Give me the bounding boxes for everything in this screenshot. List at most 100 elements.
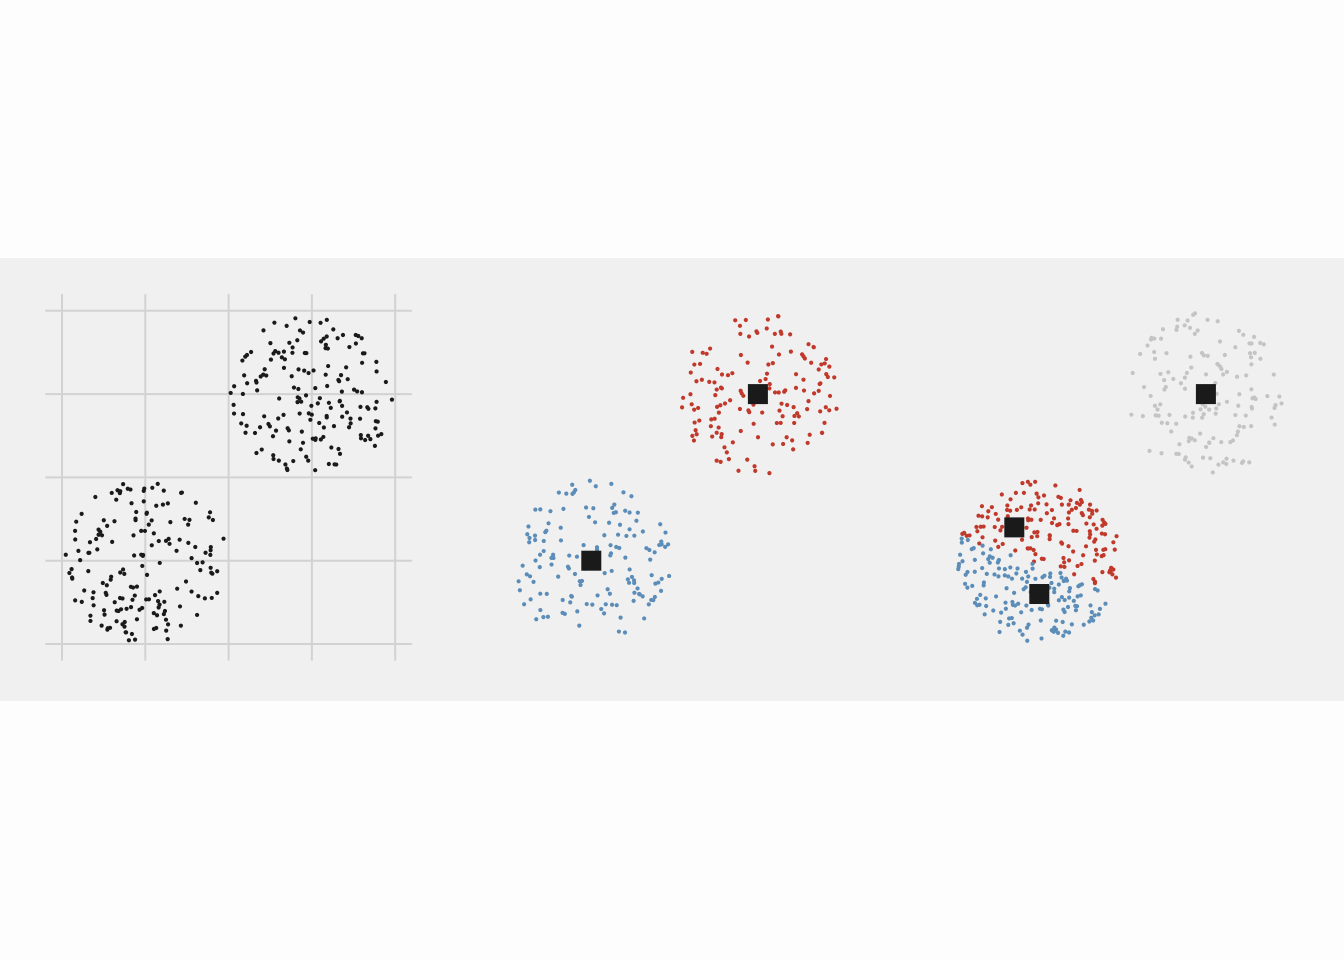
data-point [193,544,198,550]
data-point [146,597,152,602]
cluster-point [802,356,807,361]
cluster-point [1072,572,1077,577]
cluster-point [1258,356,1263,361]
data-point [109,490,114,496]
cluster-point [1035,534,1040,539]
cluster-point [520,563,525,568]
data-point [94,536,99,542]
cluster-point [1190,410,1196,415]
cluster-point [602,570,607,576]
cluster-point [784,435,789,440]
cluster-point [979,504,985,509]
data-point [358,436,364,441]
cluster-point [1216,462,1221,467]
cluster-point [688,392,693,397]
cluster-point [653,581,658,586]
data-point [372,443,378,448]
data-point [118,607,124,612]
data-point [326,461,331,467]
cluster-point [956,567,961,572]
data-point [277,396,282,401]
data-point [88,618,93,624]
cluster-point [647,547,652,553]
cluster-point [1008,565,1013,570]
data-point [324,415,329,420]
clustering-figure [0,258,1344,701]
data-point [340,332,346,338]
cluster-point [694,379,699,384]
data-point [243,430,248,435]
data-point [307,319,312,325]
cluster-point [663,544,668,549]
cluster-point [990,555,995,560]
data-point [231,411,237,416]
data-point [321,425,326,430]
cluster-point [1029,535,1034,540]
cluster-point [1164,351,1169,356]
data-point [383,379,388,385]
cluster-point [1221,372,1226,377]
data-point [137,607,142,612]
cluster-point [579,578,585,584]
data-point [313,386,318,391]
cluster-point [1078,497,1084,503]
cluster-point [659,539,664,544]
cluster-point [533,537,538,543]
cluster-point [1258,340,1263,346]
cluster-point [649,573,654,578]
cluster-point [1248,355,1254,360]
cluster-point [574,554,580,559]
cluster-point [1033,552,1038,557]
cluster-point [1233,345,1238,350]
cluster-point [1025,638,1030,643]
cluster-point [1210,470,1215,475]
data-point [149,518,154,523]
cluster-point [562,611,567,616]
cluster-point [975,529,980,534]
cluster-point [1093,547,1099,552]
data-point [144,510,149,515]
cluster-point [1011,621,1016,626]
cluster-point [629,494,634,499]
cluster-point [1027,507,1032,512]
cluster-point [1247,341,1252,346]
data-point [208,565,213,570]
cluster-point [1016,601,1021,606]
cluster-point [560,597,565,603]
cluster-point [1067,586,1073,591]
cluster-point [1103,547,1108,552]
data-point [276,416,281,421]
data-point [114,497,119,502]
data-point [315,401,320,406]
cluster-point [811,345,816,350]
cluster-point [615,532,621,537]
cluster-point [995,560,1000,565]
cluster-point [1113,575,1119,580]
cluster-point [526,524,531,529]
cluster-point [781,441,786,447]
data-point [154,613,160,618]
centroid-marker [1195,384,1216,405]
data-point [112,519,117,524]
data-point [125,486,130,491]
data-point [101,518,106,523]
cluster-point [993,511,998,517]
data-point [87,540,93,545]
data-point [86,569,91,574]
cluster-point [1033,576,1038,581]
data-point [326,400,332,405]
cluster-point [818,409,823,414]
data-point [273,428,279,433]
cluster-point [774,420,779,426]
cluster-point [1103,521,1108,526]
data-point [271,453,276,458]
cluster-point [1092,581,1098,586]
cluster-point [541,615,546,620]
cluster-point [1187,435,1192,440]
data-point [189,555,194,561]
data-point [239,421,244,426]
cluster-point [1252,350,1257,355]
cluster-point [543,530,548,535]
cluster-point [1203,404,1208,409]
data-point [355,389,360,394]
